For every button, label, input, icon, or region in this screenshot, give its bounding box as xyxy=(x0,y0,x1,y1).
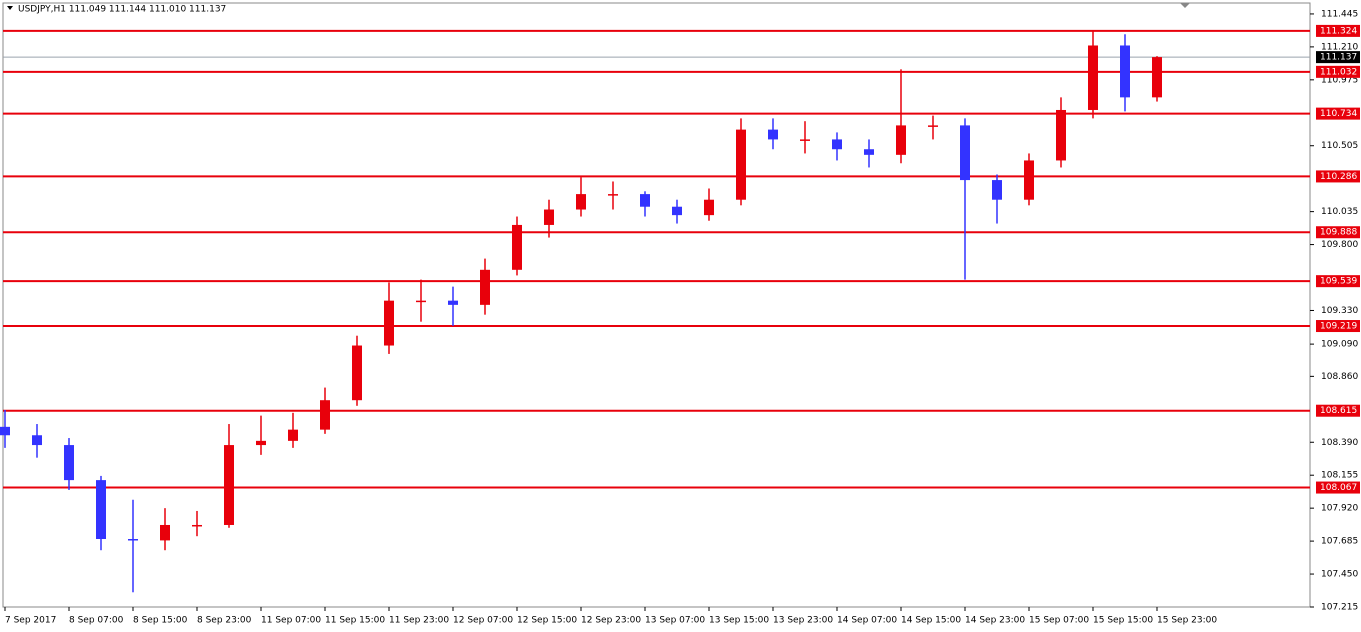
candle-body xyxy=(1120,45,1130,98)
x-tick-label: 8 Sep 23:00 xyxy=(197,616,252,626)
candle-body xyxy=(1152,57,1162,98)
x-tick-label: 8 Sep 15:00 xyxy=(133,616,188,626)
y-tick-label: 107.685 xyxy=(1321,537,1358,547)
y-tick-label: 107.215 xyxy=(1321,603,1358,613)
candle-body xyxy=(672,206,682,216)
y-tick-label: 108.390 xyxy=(1321,438,1358,448)
candle-body xyxy=(96,480,106,540)
candle-body xyxy=(160,524,170,541)
x-tick-label: 13 Sep 15:00 xyxy=(709,616,769,626)
candle-body xyxy=(736,129,746,200)
level-label: 108.067 xyxy=(1320,483,1357,493)
y-tick-label: 107.450 xyxy=(1321,570,1358,580)
y-tick-label: 109.090 xyxy=(1321,340,1358,350)
y-tick-label: 110.975 xyxy=(1321,75,1358,85)
candle-body xyxy=(928,125,938,127)
x-tick-label: 12 Sep 07:00 xyxy=(453,616,513,626)
candle-body xyxy=(384,300,394,346)
candle-body xyxy=(576,194,586,210)
level-tag xyxy=(1316,65,1360,78)
level-tag xyxy=(1316,170,1360,183)
candle-body xyxy=(1088,45,1098,110)
candle-body xyxy=(256,440,266,446)
candle-body xyxy=(288,429,298,441)
shift-marker xyxy=(1180,3,1190,8)
candle-body xyxy=(992,180,1002,200)
current-price-tag xyxy=(1316,51,1360,64)
candle-body xyxy=(512,224,522,270)
level-label: 111.032 xyxy=(1320,67,1357,77)
x-tick-label: 13 Sep 07:00 xyxy=(645,616,705,626)
candle-body xyxy=(800,139,810,141)
candle-body xyxy=(32,435,42,446)
level-label: 109.219 xyxy=(1320,322,1357,332)
x-tick-label: 15 Sep 15:00 xyxy=(1093,616,1153,626)
level-tag xyxy=(1316,320,1360,333)
candle-body xyxy=(896,125,906,155)
level-tag xyxy=(1316,404,1360,417)
level-label: 111.324 xyxy=(1320,26,1357,36)
x-tick-label: 14 Sep 07:00 xyxy=(837,616,897,626)
x-tick-label: 8 Sep 07:00 xyxy=(69,616,124,626)
chart-title: USDJPY,H1 111.049 111.144 111.010 111.13… xyxy=(18,5,226,15)
candle-body xyxy=(1024,160,1034,200)
y-tick-label: 110.505 xyxy=(1321,141,1358,151)
candle-body xyxy=(704,199,714,216)
candle-body xyxy=(640,194,650,207)
candle-body xyxy=(960,125,970,181)
candle-body xyxy=(192,524,202,527)
level-label: 110.286 xyxy=(1320,172,1357,182)
level-label: 110.734 xyxy=(1320,109,1357,119)
x-tick-label: 11 Sep 15:00 xyxy=(325,616,385,626)
level-tag xyxy=(1316,226,1360,239)
level-label: 109.539 xyxy=(1320,277,1357,287)
y-tick-label: 108.860 xyxy=(1321,372,1358,382)
candle-body xyxy=(224,445,234,525)
candle-body xyxy=(864,149,874,155)
candle-body xyxy=(1056,109,1066,161)
candle-body xyxy=(544,209,554,225)
y-tick-label: 109.800 xyxy=(1321,240,1358,250)
candle-body xyxy=(768,129,778,140)
x-tick-label: 15 Sep 23:00 xyxy=(1157,616,1217,626)
level-label: 109.888 xyxy=(1320,228,1357,238)
x-tick-label: 11 Sep 23:00 xyxy=(389,616,449,626)
menu-arrow xyxy=(7,6,13,10)
candle-body xyxy=(448,300,458,305)
level-tag xyxy=(1316,107,1360,120)
level-tag xyxy=(1316,275,1360,288)
candle-body xyxy=(416,300,426,303)
candle-body xyxy=(0,426,10,436)
current-price-label: 111.137 xyxy=(1320,53,1357,63)
y-tick-label: 109.330 xyxy=(1321,306,1358,316)
candle-body xyxy=(480,269,490,305)
level-tag xyxy=(1316,481,1360,494)
x-tick-label: 11 Sep 07:00 xyxy=(261,616,321,626)
x-tick-label: 7 Sep 2017 xyxy=(5,616,56,626)
x-tick-label: 14 Sep 15:00 xyxy=(901,616,961,626)
candle-body xyxy=(832,139,842,150)
x-tick-label: 12 Sep 23:00 xyxy=(581,616,641,626)
y-tick-label: 110.035 xyxy=(1321,207,1358,217)
x-tick-label: 12 Sep 15:00 xyxy=(517,616,577,626)
level-label: 108.615 xyxy=(1320,406,1357,416)
plot-frame xyxy=(2,2,1311,608)
x-tick-label: 13 Sep 23:00 xyxy=(773,616,833,626)
candle-body xyxy=(320,400,330,430)
candle-body xyxy=(64,445,74,481)
level-tag xyxy=(1316,24,1360,37)
y-tick-label: 108.155 xyxy=(1321,471,1358,481)
x-tick-label: 14 Sep 23:00 xyxy=(965,616,1025,626)
candle-body xyxy=(608,194,618,196)
y-tick-label: 111.210 xyxy=(1321,42,1358,52)
candle-body xyxy=(128,539,138,541)
x-tick-label: 15 Sep 07:00 xyxy=(1029,616,1089,626)
candle-body xyxy=(352,345,362,401)
y-tick-label: 111.445 xyxy=(1321,9,1358,19)
y-tick-label: 107.920 xyxy=(1321,504,1358,514)
